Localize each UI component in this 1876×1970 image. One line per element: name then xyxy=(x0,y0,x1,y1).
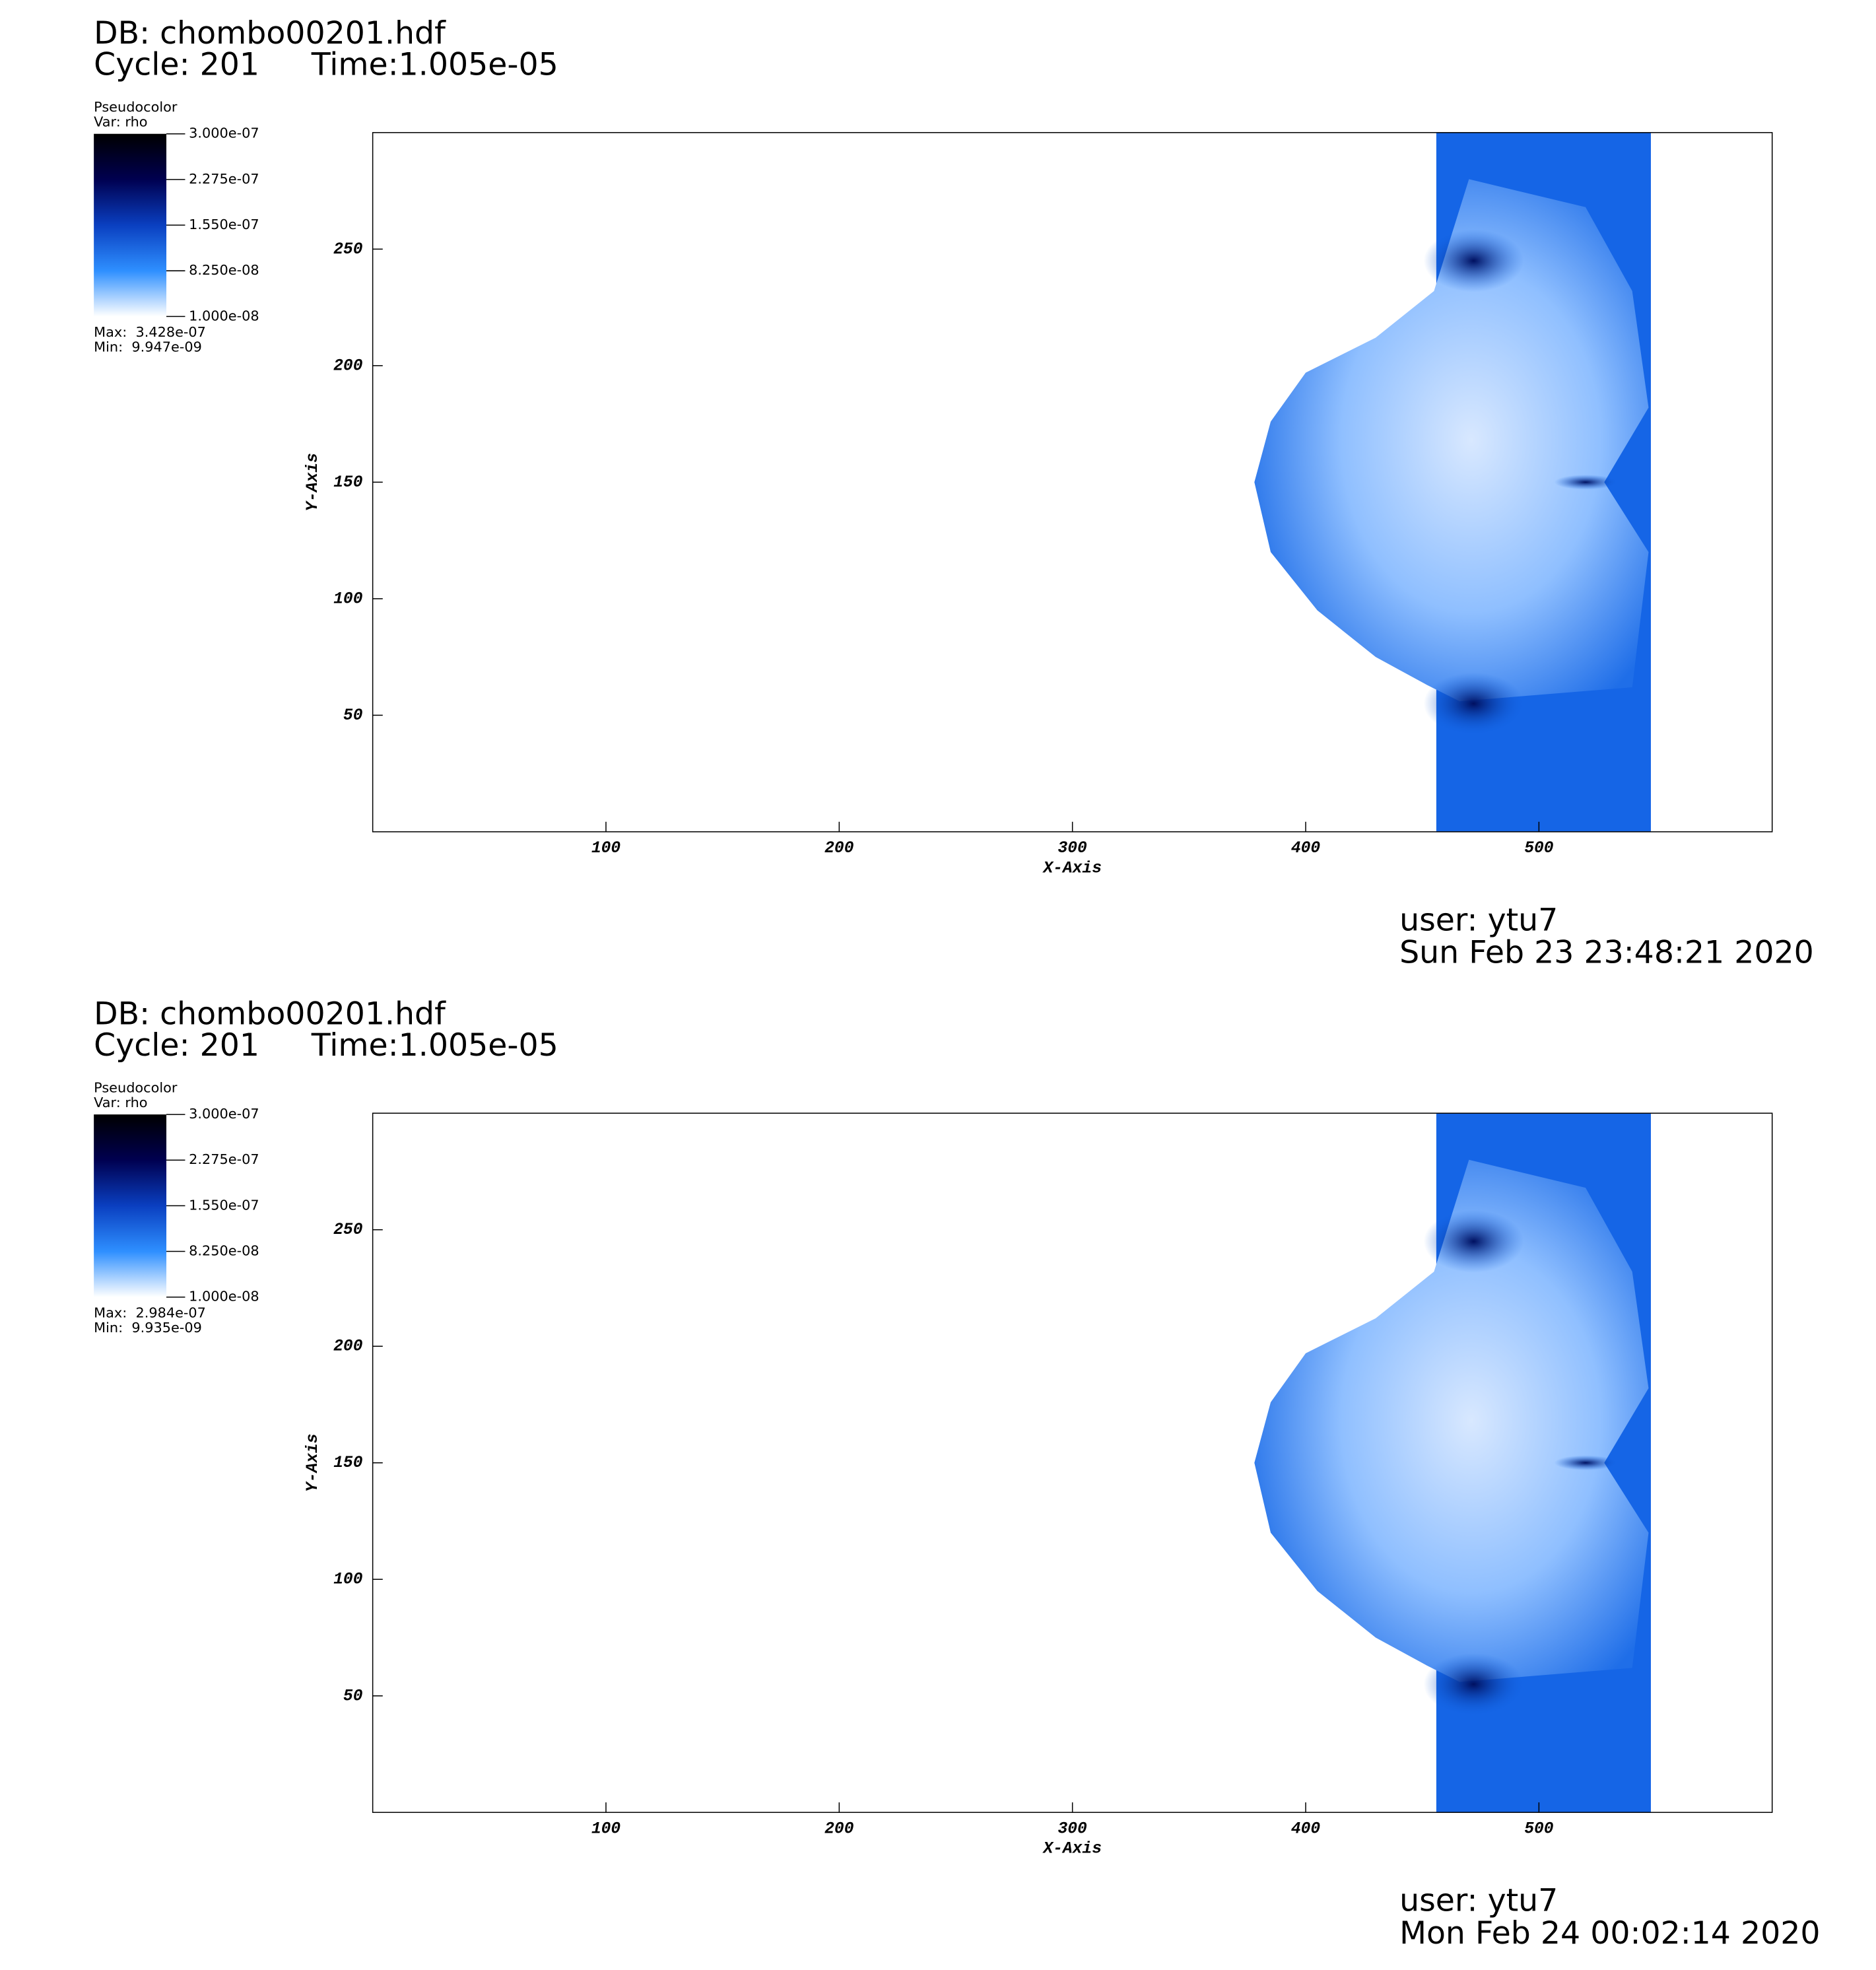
colorbar-tick-label: 2.275e-07 xyxy=(189,1151,259,1167)
x-tick-label: 300 xyxy=(1058,840,1088,858)
colorbar-tick-label: 3.000e-07 xyxy=(189,1106,259,1122)
legend-title: Pseudocolor xyxy=(94,99,178,115)
min-label: Min: 9.947e-09 xyxy=(94,339,202,355)
x-tick-label: 100 xyxy=(591,840,621,858)
date: Mon Feb 24 00:02:14 2020 xyxy=(1399,1915,1820,1952)
y-tick-label: 50 xyxy=(343,1687,363,1705)
x-tick-label: 300 xyxy=(1058,1820,1088,1838)
cycle: Cycle: 201 xyxy=(94,46,259,83)
y-tick-label: 150 xyxy=(333,1454,363,1472)
field-spot xyxy=(1554,475,1617,490)
y-tick-label: 250 xyxy=(333,1221,363,1239)
field-spot xyxy=(1423,672,1524,735)
user: user: ytu7 xyxy=(1399,902,1558,938)
colorbar-tick-label: 8.250e-08 xyxy=(189,262,259,278)
y-axis-label: Y-Axis xyxy=(304,453,322,512)
colorbar-tick-label: 1.550e-07 xyxy=(189,217,259,232)
colorbar-tick-label: 1.550e-07 xyxy=(189,1197,259,1213)
max-label: Max: 3.428e-07 xyxy=(94,324,206,340)
colorbar-tick-label: 1.000e-08 xyxy=(189,308,259,323)
colorbar-tick-label: 2.275e-07 xyxy=(189,171,259,187)
colorbar-tick-label: 1.000e-08 xyxy=(189,1289,259,1305)
field-bulge xyxy=(1254,1159,1649,1682)
field-spot xyxy=(1554,1455,1617,1471)
y-tick-label: 50 xyxy=(343,707,363,725)
field-spot xyxy=(1423,1652,1524,1716)
x-axis-label: X-Axis xyxy=(1042,860,1102,877)
field-bulge xyxy=(1254,179,1649,702)
field-spot xyxy=(1423,229,1524,292)
x-tick-label: 200 xyxy=(824,1820,854,1838)
legend-var: Var: rho xyxy=(94,1095,147,1110)
field-spot xyxy=(1423,1209,1524,1273)
colorbar-tick-label: 3.000e-07 xyxy=(189,125,259,141)
y-tick-label: 200 xyxy=(333,357,363,375)
y-tick-label: 250 xyxy=(333,241,363,259)
y-tick-label: 150 xyxy=(333,474,363,492)
time: Time:1.005e-05 xyxy=(311,46,558,83)
legend-var: Var: rho xyxy=(94,114,147,130)
y-axis-label: Y-Axis xyxy=(304,1433,322,1492)
y-tick-label: 200 xyxy=(333,1338,363,1356)
date: Sun Feb 23 23:48:21 2020 xyxy=(1399,935,1814,971)
cycle: Cycle: 201 xyxy=(94,1027,259,1064)
colorbar-tick-label: 8.250e-08 xyxy=(189,1243,259,1259)
time: Time:1.005e-05 xyxy=(311,1027,558,1064)
min-label: Min: 9.935e-09 xyxy=(94,1320,202,1336)
max-label: Max: 2.984e-07 xyxy=(94,1305,206,1320)
y-tick-label: 100 xyxy=(333,1571,363,1589)
legend-title: Pseudocolor xyxy=(94,1079,178,1095)
y-tick-label: 100 xyxy=(333,590,363,608)
colorbar xyxy=(94,133,167,317)
colorbar xyxy=(94,1114,167,1297)
x-tick-label: 100 xyxy=(591,1820,621,1838)
db-title: DB: chombo00201.hdf xyxy=(94,996,446,1032)
x-tick-label: 400 xyxy=(1291,1820,1321,1838)
x-tick-label: 400 xyxy=(1291,840,1321,858)
x-tick-label: 500 xyxy=(1524,1820,1554,1838)
db-title: DB: chombo00201.hdf xyxy=(94,15,446,51)
x-axis-label: X-Axis xyxy=(1042,1841,1102,1858)
x-tick-label: 500 xyxy=(1524,840,1554,858)
user: user: ytu7 xyxy=(1399,1883,1558,1919)
x-tick-label: 200 xyxy=(824,840,854,858)
